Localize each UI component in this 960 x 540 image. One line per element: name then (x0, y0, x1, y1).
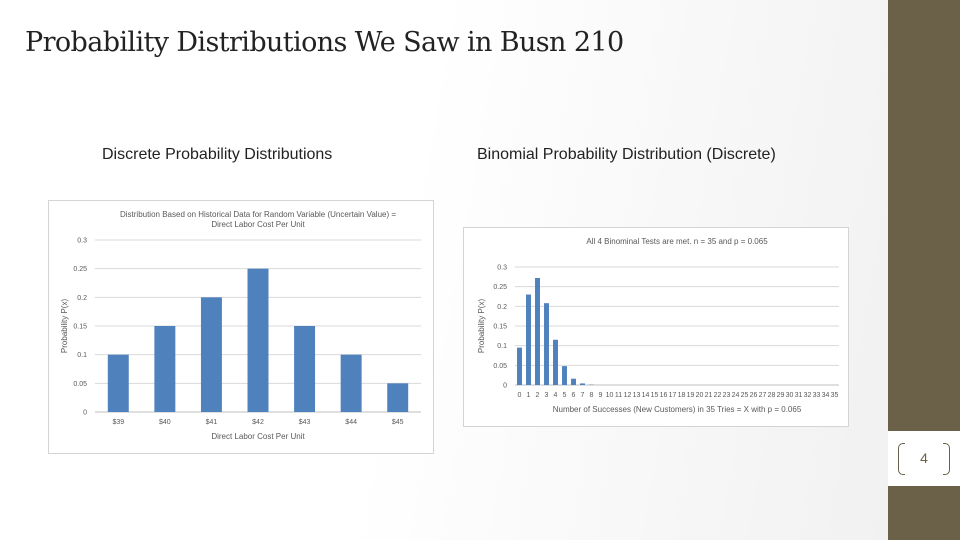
discrete-chart-title-line: Direct Labor Cost Per Unit (211, 220, 305, 229)
discrete-chart-bar (200, 297, 222, 412)
binomial-chart-panel: All 4 Binominal Tests are met. n = 35 an… (463, 227, 849, 427)
binomial-chart-x-tick: 30 (786, 392, 794, 399)
binomial-chart-bar (580, 383, 585, 385)
binomial-chart-x-tick: 22 (714, 392, 722, 399)
discrete-chart-y-tick: 0 (83, 410, 87, 417)
binomial-chart-y-tick: 0 (503, 383, 507, 390)
discrete-chart-x-tick: $42 (252, 419, 264, 426)
discrete-chart-x-tick: $45 (392, 419, 404, 426)
binomial-chart-y-tick: 0.25 (493, 284, 507, 291)
binomial-chart-x-tick: 13 (633, 392, 641, 399)
binomial-chart-bar (544, 303, 549, 385)
binomial-chart-x-tick: 34 (822, 392, 830, 399)
binomial-chart-bar (526, 294, 531, 385)
binomial-chart-x-tick: 4 (554, 392, 558, 399)
binomial-chart-x-tick: 2 (536, 392, 540, 399)
binomial-chart-x-tick: 14 (642, 392, 650, 399)
binomial-chart-x-tick: 5 (563, 392, 567, 399)
binomial-chart-y-axis-label: Probability P(x) (477, 299, 486, 354)
binomial-chart-x-tick: 32 (804, 392, 812, 399)
binomial-chart-y-tick: 0.1 (497, 343, 507, 350)
slide-title: Probability Distributions We Saw in Busn… (25, 27, 624, 58)
binomial-chart-x-tick: 35 (831, 392, 839, 399)
binomial-chart-x-tick: 20 (696, 392, 704, 399)
discrete-chart-y-tick: 0.25 (73, 266, 87, 273)
left-heading: Discrete Probability Distributions (102, 146, 333, 163)
discrete-chart-y-tick: 0.15 (73, 324, 87, 331)
binomial-chart-x-axis-label: Number of Successes (New Customers) in 3… (553, 405, 802, 414)
discrete-chart-y-tick: 0.3 (77, 238, 87, 245)
binomial-chart-bar (535, 278, 540, 385)
binomial-chart-x-tick: 27 (759, 392, 767, 399)
discrete-chart-title-line: Distribution Based on Historical Data fo… (120, 210, 396, 219)
binomial-chart-x-tick: 26 (750, 392, 758, 399)
discrete-chart-y-tick: 0.1 (77, 352, 87, 359)
binomial-chart-x-tick: 9 (599, 392, 603, 399)
binomial-chart-y-tick: 0.2 (497, 304, 507, 311)
binomial-chart-x-tick: 8 (590, 392, 594, 399)
left-bracket (898, 443, 905, 475)
binomial-chart-title-line: All 4 Binominal Tests are met. n = 35 an… (586, 237, 768, 246)
discrete-chart-bar (340, 354, 362, 412)
binomial-chart-x-tick: 29 (777, 392, 785, 399)
discrete-chart-bar (387, 383, 409, 412)
binomial-chart-y-tick: 0.15 (493, 324, 507, 331)
binomial-chart-x-tick: 31 (795, 392, 803, 399)
binomial-chart-x-tick: 7 (581, 392, 585, 399)
binomial-chart-x-tick: 19 (687, 392, 695, 399)
binomial-chart-x-tick: 21 (705, 392, 713, 399)
binomial-chart-x-tick: 11 (615, 392, 622, 399)
binomial-chart-x-tick: 18 (678, 392, 686, 399)
binomial-chart: All 4 Binominal Tests are met. n = 35 an… (477, 237, 839, 414)
discrete-chart-y-tick: 0.05 (73, 381, 87, 388)
binomial-chart-x-tick: 33 (813, 392, 821, 399)
discrete-chart-y-tick: 0.2 (77, 295, 87, 302)
binomial-chart-bar (571, 378, 576, 385)
discrete-chart-bar (107, 354, 129, 412)
discrete-chart-x-tick: $41 (206, 419, 218, 426)
binomial-chart-y-tick: 0.05 (493, 363, 507, 370)
discrete-chart-bar (294, 326, 316, 412)
binomial-chart-x-tick: 23 (723, 392, 731, 399)
binomial-chart-x-tick: 28 (768, 392, 776, 399)
binomial-chart-x-tick: 25 (741, 392, 749, 399)
discrete-chart-panel: Distribution Based on Historical Data fo… (48, 200, 434, 454)
discrete-chart-bar (154, 326, 176, 412)
page-number: 4 (920, 450, 928, 466)
discrete-chart: Distribution Based on Historical Data fo… (60, 210, 421, 441)
binomial-chart-x-tick: 15 (651, 392, 659, 399)
discrete-chart-x-axis-label: Direct Labor Cost Per Unit (211, 432, 305, 441)
binomial-chart-x-tick: 1 (527, 392, 531, 399)
discrete-chart-x-tick: $43 (299, 419, 311, 426)
right-bracket (943, 443, 950, 475)
binomial-chart-bar (562, 366, 567, 385)
binomial-chart-x-tick: 0 (518, 392, 522, 399)
binomial-chart-x-tick: 6 (572, 392, 576, 399)
binomial-chart-y-tick: 0.3 (497, 265, 507, 272)
binomial-chart-x-tick: 16 (660, 392, 668, 399)
discrete-chart-x-tick: $40 (159, 419, 171, 426)
binomial-chart-bar (553, 339, 558, 385)
binomial-chart-x-tick: 17 (669, 392, 677, 399)
discrete-chart-x-tick: $44 (345, 419, 357, 426)
binomial-chart-x-tick: 3 (545, 392, 549, 399)
right-heading: Binomial Probability Distribution (Discr… (477, 146, 776, 163)
binomial-chart-x-tick: 24 (732, 392, 740, 399)
page-number-box: 4 (888, 431, 960, 486)
discrete-chart-y-axis-label: Probability P(x) (60, 299, 69, 354)
discrete-chart-bar (247, 268, 269, 412)
discrete-chart-x-tick: $39 (112, 419, 124, 426)
binomial-chart-bar (517, 347, 522, 385)
binomial-chart-x-tick: 12 (624, 392, 632, 399)
binomial-chart-x-tick: 10 (606, 392, 614, 399)
